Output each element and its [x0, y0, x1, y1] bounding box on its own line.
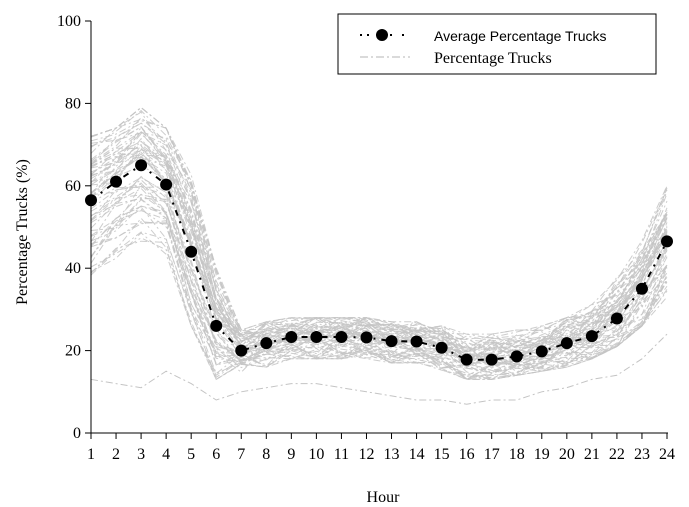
y-tick-label: 0 [73, 425, 81, 442]
x-tick-label: 19 [534, 446, 550, 463]
site-line [90, 156, 668, 363]
x-tick-label: 3 [137, 446, 145, 463]
x-tick-label: 14 [409, 446, 425, 463]
legend-avg-marker [376, 29, 388, 41]
average-point [160, 178, 173, 191]
x-tick-label: 12 [358, 446, 374, 463]
average-point [135, 159, 148, 172]
site-line [90, 132, 668, 365]
x-tick-label: 20 [559, 446, 575, 463]
average-point [585, 330, 598, 343]
x-tick-label: 6 [212, 446, 220, 463]
x-tick-label: 13 [384, 446, 400, 463]
average-line [90, 163, 668, 361]
site-line [90, 106, 668, 336]
site-line [90, 111, 668, 344]
site-line [90, 106, 668, 351]
average-point [260, 337, 273, 350]
y-tick-label: 60 [65, 178, 81, 195]
average-point [110, 175, 123, 188]
x-tick-label: 15 [434, 446, 450, 463]
site-line [90, 237, 668, 381]
y-ticks: 0 20 40 60 80 100 [57, 13, 91, 442]
x-tick-label: 11 [334, 446, 349, 463]
y-axis-label: Percentage Trucks (%) [14, 159, 31, 305]
average-point [185, 245, 198, 258]
average-series [85, 159, 673, 366]
average-point [310, 331, 323, 344]
x-tick-label: 5 [187, 446, 195, 463]
y-tick-label: 80 [65, 95, 81, 112]
average-point [510, 350, 523, 363]
site-line [90, 221, 668, 380]
average-point [360, 331, 373, 344]
average-point [385, 335, 398, 348]
average-point [285, 331, 298, 344]
x-ticks: 1 2 3 4 5 6 7 8 9 10 11 12 13 14 15 16 17 18 19 20 21 22 23 24 [87, 433, 675, 463]
x-tick-label: 2 [112, 446, 120, 463]
site-line [90, 205, 668, 381]
site-line [90, 205, 668, 377]
average-point [335, 331, 348, 344]
site-line [90, 194, 668, 367]
site-line [90, 176, 668, 374]
site-line [90, 217, 668, 380]
site-line [90, 185, 668, 366]
site-line [90, 206, 668, 376]
legend-avg-label: Average Percentage Trucks [434, 28, 607, 44]
site-line [90, 148, 668, 359]
x-tick-label: 21 [584, 446, 600, 463]
x-tick-label: 9 [287, 446, 295, 463]
site-line [90, 131, 668, 360]
y-tick-label: 20 [65, 343, 81, 360]
average-point [410, 335, 423, 348]
x-tick-label: 16 [459, 446, 475, 463]
site-line [90, 231, 668, 381]
y-tick-label: 40 [65, 260, 81, 277]
x-tick-label: 4 [162, 446, 170, 463]
average-point [460, 353, 473, 366]
x-tick-label: 22 [609, 446, 625, 463]
average-point [560, 337, 573, 350]
site-line [90, 240, 668, 381]
site-line [90, 151, 668, 368]
legend-sites-label: Percentage Trucks [434, 50, 552, 67]
site-line [90, 122, 668, 353]
y-tick-label: 100 [57, 13, 81, 30]
x-tick-label: 18 [509, 446, 525, 463]
site-line [90, 208, 668, 380]
axes: 1 2 3 4 5 6 7 8 9 10 11 12 13 14 15 16 17 18 19 20 21 22 23 24 … [57, 13, 675, 463]
average-point [435, 341, 448, 354]
site-line-outlier [90, 333, 668, 405]
x-tick-label: 23 [634, 446, 650, 463]
site-line [90, 197, 668, 370]
site-lines [90, 106, 668, 405]
average-point [235, 344, 248, 357]
site-line [90, 143, 668, 351]
x-tick-label: 1 [87, 446, 95, 463]
site-line [90, 118, 668, 352]
site-line [90, 109, 668, 356]
legend-box [337, 13, 657, 75]
average-point [610, 312, 623, 325]
average-point [210, 319, 223, 332]
x-tick-label: 10 [308, 446, 324, 463]
x-tick-label: 17 [484, 446, 500, 463]
x-tick-label: 24 [659, 446, 675, 463]
x-tick-label: 7 [237, 446, 245, 463]
average-point [661, 235, 673, 248]
site-line [90, 232, 668, 380]
legend: Average Percentage Trucks Percentage Tru… [337, 13, 657, 75]
site-line [90, 186, 668, 368]
x-axis-label: Hour [367, 489, 401, 506]
average-point [535, 345, 548, 358]
x-tick-label: 8 [262, 446, 270, 463]
average-point [635, 282, 648, 295]
average-point [485, 353, 498, 366]
site-line [90, 106, 668, 350]
